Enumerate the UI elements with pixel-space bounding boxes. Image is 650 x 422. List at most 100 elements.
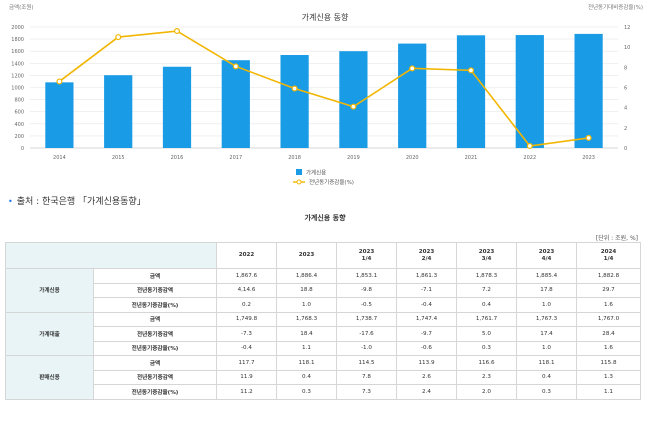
left-tick-label: 800	[14, 98, 24, 104]
column-header-year: 2024	[600, 248, 617, 255]
table-cell: 0.2	[216, 297, 277, 313]
table-cell: 115.8	[576, 355, 641, 371]
source-note: • 출처 : 한국은행 「가계신용동향」	[8, 194, 146, 207]
table-cell: 0.4	[516, 369, 577, 385]
table-cell: 17.8	[516, 282, 577, 298]
metric-label: 전년동기증감율(%)	[93, 297, 217, 313]
table-cell: 7.3	[336, 384, 397, 400]
right-tick-label: 12	[624, 25, 630, 31]
column-header: 2023 4/4	[516, 242, 577, 269]
table-cell: 1,749.8	[216, 311, 277, 327]
table-cell: 1,761.7	[456, 311, 517, 327]
table-header: 2022 2023 2023 1/4 2023 2/4 2023 3/4 2023 4/4 2024…	[5, 242, 641, 269]
column-header-year: 2023	[478, 248, 495, 255]
left-tick-label: 400	[14, 122, 24, 128]
x-tick-label: 2023	[582, 155, 595, 161]
column-header-quarter: 3/4	[481, 255, 492, 262]
table-corner-cell	[5, 242, 217, 269]
legend-bar-label: 가계신용	[306, 169, 326, 177]
line-point	[115, 34, 122, 41]
column-header-quarter: 2/4	[421, 255, 432, 262]
table-cell: 1,878.3	[456, 268, 517, 284]
table-cell: 4,14.6	[216, 282, 277, 298]
bar	[574, 33, 603, 148]
metric-label: 전년동기증감액	[93, 282, 217, 298]
table-cell: 1.0	[516, 340, 577, 356]
column-header-quarter: 4/4	[541, 255, 552, 262]
column-header: 2023 3/4	[456, 242, 517, 269]
metric-label: 금액	[93, 355, 217, 371]
table-cell: 1,747.4	[396, 311, 457, 327]
column-header-year: 2022	[238, 252, 255, 258]
table-cell: 2.4	[396, 384, 457, 400]
line-point	[232, 63, 239, 70]
line-point	[291, 85, 298, 92]
x-tick-label: 2022	[523, 155, 536, 161]
table-unit: [단위 : 조원, %]	[595, 235, 638, 242]
table-cell: -9.8	[336, 282, 397, 298]
table-cell: 0.4	[276, 369, 337, 385]
table-cell: 0.4	[456, 297, 517, 313]
table-cell: 7.2	[456, 282, 517, 298]
table-cell: -9.7	[396, 326, 457, 342]
left-tick-label: 1600	[11, 49, 24, 55]
column-header: 2023	[276, 242, 337, 269]
left-tick-label: 200	[14, 134, 24, 140]
left-tick-label: 2000	[11, 25, 24, 31]
table-cell: 18.4	[276, 326, 337, 342]
bullet-icon: •	[8, 197, 13, 206]
table-cell: 113.9	[396, 355, 457, 371]
left-tick-label: 1200	[11, 73, 24, 79]
household-credit-table: 2022 2023 2023 1/4 2023 2/4 2023 3/4 2023 4/4 2024…	[5, 242, 641, 400]
chart-svg: 가계신용 동향 금액(조원) 전년동기대비증감율(%) 0 200 400 600 800 10…	[9, 3, 643, 186]
x-tick-label: 2019	[347, 155, 360, 161]
table-cell: 1.1	[576, 384, 641, 400]
right-tick-label: 8	[624, 65, 627, 71]
column-header-quarter: 1/4	[603, 255, 614, 262]
left-axis-unit: 금액(조원)	[9, 3, 34, 11]
table-row: 전년동기증감율(%) -0.4 1.1 -1.0 -0.6 0.3 1.0 1.6	[6, 340, 641, 356]
bar	[104, 75, 133, 148]
line-point	[56, 78, 63, 85]
x-tick-label: 2020	[406, 155, 419, 161]
line-point	[585, 134, 592, 141]
table-cell: 28.4	[576, 326, 641, 342]
table-body: 가계신용 금액 1,867.6 1,886.4 1,853.1 1,861.3 1,878.…	[5, 268, 641, 400]
right-tick-label: 0	[624, 146, 627, 152]
metric-label: 전년동기증감율(%)	[93, 340, 217, 356]
x-tick-label: 2014	[53, 155, 66, 161]
legend-bar-swatch	[296, 169, 302, 175]
table-cell: 114.5	[336, 355, 397, 371]
legend-line-marker	[296, 179, 302, 185]
table-row: 전년동기증감액 11.9 0.4 7.8 2.6 2.3 0.4 1.3	[6, 369, 641, 385]
table-cell: -0.6	[396, 340, 457, 356]
table-cell: 17.4	[516, 326, 577, 342]
column-header-year: 2023	[358, 248, 375, 255]
row-group-label: 판매신용	[5, 355, 94, 400]
table-cell: 1,767.0	[576, 311, 641, 327]
line-point	[468, 67, 475, 74]
table-cell: 1,853.1	[336, 268, 397, 284]
left-tick-label: 600	[14, 110, 24, 116]
table-title: 가계신용 동향	[304, 214, 346, 222]
table-cell: 1.1	[276, 340, 337, 356]
table-cell: 11.2	[216, 384, 277, 400]
table-cell: 0.3	[276, 384, 337, 400]
column-header: 2023 1/4	[336, 242, 397, 269]
right-tick-label: 6	[624, 86, 627, 92]
table-cell: 1,867.6	[216, 268, 277, 284]
bar	[280, 55, 309, 148]
table-cell: 18.8	[276, 282, 337, 298]
bar	[456, 35, 486, 149]
table-cell: 1,767.3	[516, 311, 577, 327]
right-tick-label: 4	[624, 106, 627, 112]
x-tick-label: 2016	[171, 155, 184, 161]
line-point	[350, 103, 357, 110]
table-cell: 1,738.7	[336, 311, 397, 327]
column-header-year: 2023	[298, 252, 315, 258]
column-header-year: 2023	[538, 248, 555, 255]
column-header: 2024 1/4	[576, 242, 641, 269]
column-header-year: 2023	[418, 248, 435, 255]
table-cell: -0.5	[336, 297, 397, 313]
table-cell: 11.9	[216, 369, 277, 385]
